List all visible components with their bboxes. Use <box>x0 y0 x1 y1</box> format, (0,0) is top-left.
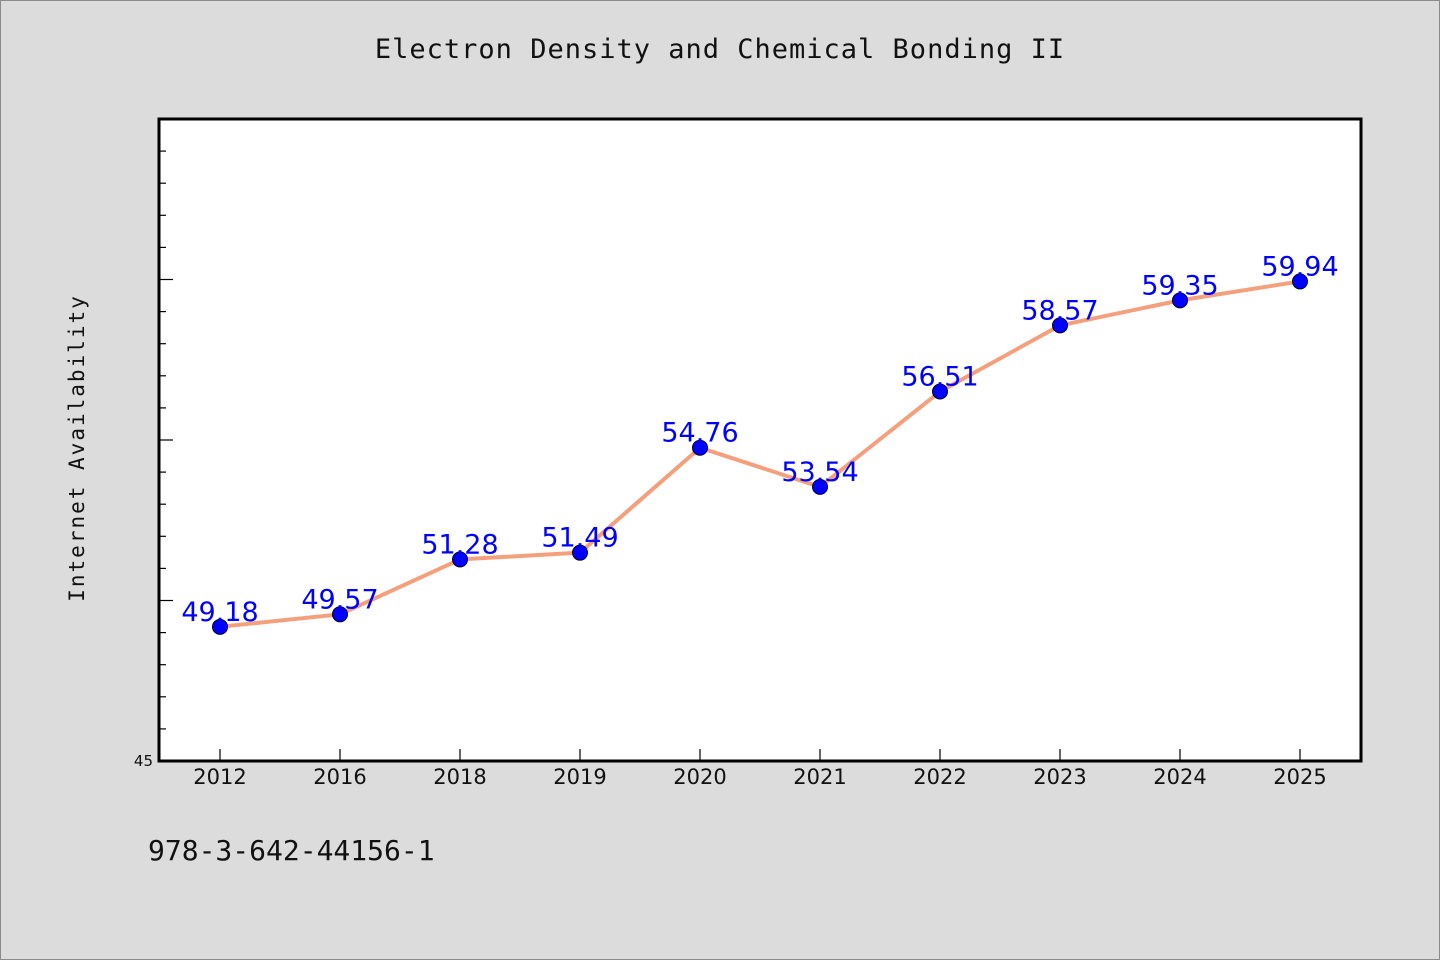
data-label: 51.49 <box>541 523 618 554</box>
series-layer <box>212 273 1308 635</box>
series-line <box>218 279 1302 629</box>
x-tick-label: 2021 <box>793 765 846 789</box>
x-tick-label: 2023 <box>1033 765 1086 789</box>
isbn-text: 978-3-642-44156-1 <box>148 834 435 867</box>
data-labels: 49.18 49.57 51.28 51.49 54.76 53.54 56.51 58.57… <box>181 251 1338 627</box>
x-tick-label: 2024 <box>1153 765 1206 789</box>
y-axis-ticks: 45 <box>134 118 173 770</box>
data-point <box>932 383 948 400</box>
data-label: 54.76 <box>661 418 738 449</box>
data-label: 49.57 <box>301 584 378 615</box>
data-label: 53.54 <box>781 457 858 488</box>
data-point <box>572 544 588 561</box>
x-axis-ticks: 2012 2016 2018 2019 2020 2021 2022 2023 2024 2025 <box>193 749 1327 789</box>
data-point <box>1292 273 1308 290</box>
data-point <box>692 439 708 456</box>
data-point <box>1172 292 1188 309</box>
x-tick-label: 2019 <box>553 765 606 789</box>
data-point <box>1052 317 1068 334</box>
data-label: 49.18 <box>181 597 258 628</box>
data-label: 59.35 <box>1141 270 1218 301</box>
plot-area <box>157 117 1363 763</box>
data-label: 51.28 <box>421 529 498 560</box>
data-point <box>212 618 228 635</box>
data-label: 58.57 <box>1021 295 1098 326</box>
data-point <box>332 606 348 623</box>
y-tick-label: 45 <box>134 752 153 770</box>
x-tick-label: 2016 <box>313 765 366 789</box>
data-point <box>452 551 468 568</box>
x-tick-label: 2025 <box>1273 765 1326 789</box>
data-point <box>812 478 828 495</box>
x-tick-label: 2020 <box>673 765 726 789</box>
chart-title: Electron Density and Chemical Bonding II <box>374 34 1066 65</box>
x-tick-label: 2012 <box>193 765 246 789</box>
data-label: 56.51 <box>901 362 978 393</box>
x-tick-label: 2018 <box>433 765 486 789</box>
x-tick-label: 2022 <box>913 765 966 789</box>
data-label: 59.94 <box>1261 251 1338 282</box>
